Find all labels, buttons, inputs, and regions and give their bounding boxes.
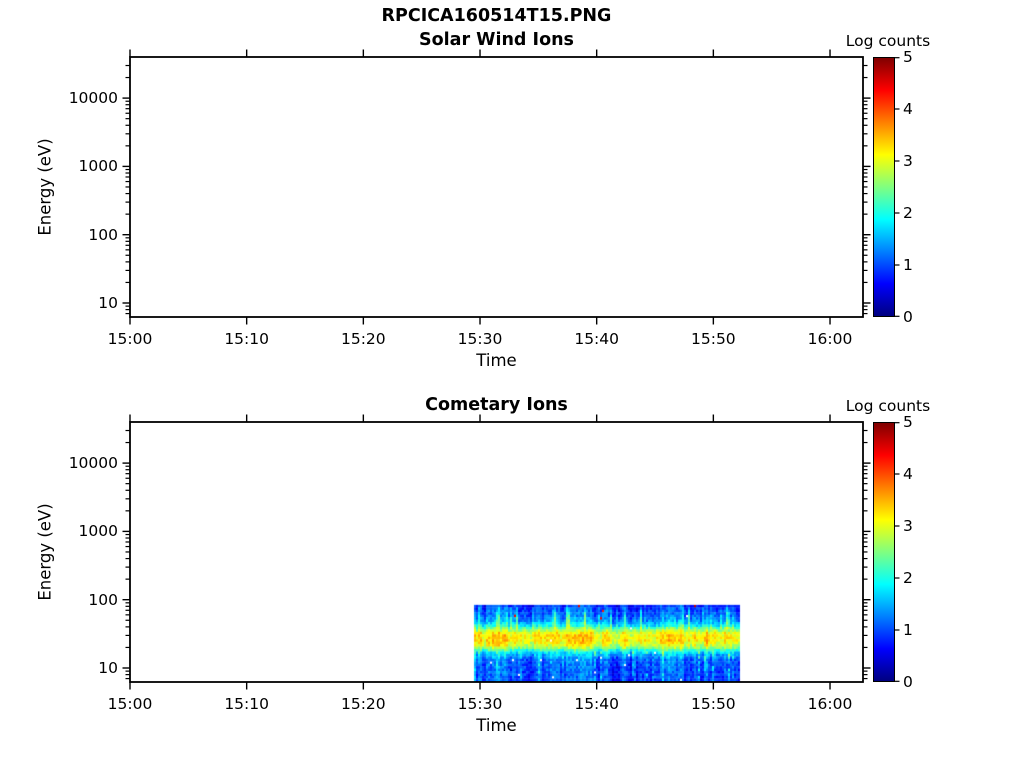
- x-tick-label: 15:30: [457, 695, 503, 713]
- colorbar-title: Log counts: [845, 32, 931, 50]
- y-tick-label: 100: [88, 225, 118, 244]
- colorbar-tick-label: 4: [903, 465, 913, 483]
- x-tick-label: 15:40: [574, 695, 619, 713]
- y-tick-label: 10: [98, 294, 118, 312]
- x-tick-label: 15:50: [691, 330, 736, 348]
- x-axis-label: Time: [476, 351, 517, 370]
- axis-ticks: [122, 414, 871, 690]
- colorbar-tick-label: 3: [903, 152, 913, 170]
- colorbar-ticks: [895, 57, 900, 317]
- x-tick-label: 15:30: [457, 330, 503, 348]
- y-axis-label: Energy (eV): [35, 503, 55, 601]
- x-tick-label: 15:00: [107, 695, 153, 713]
- y-tick-label: 1000: [78, 157, 118, 176]
- x-tick-label: 15:20: [340, 695, 386, 713]
- colorbar-tick-label: 0: [903, 308, 913, 326]
- x-tick-label: 15:10: [224, 695, 269, 713]
- y-tick-label: 10000: [68, 89, 118, 108]
- colorbar-tick-label: 5: [903, 48, 913, 66]
- y-tick-label: 1000: [78, 522, 118, 541]
- axis-ticks: [122, 49, 871, 325]
- figure-title: RPCICA160514T15.PNG: [381, 6, 612, 26]
- x-tick-label: 15:20: [340, 330, 386, 348]
- y-tick-label: 10: [98, 659, 118, 677]
- colorbar-title: Log counts: [845, 397, 931, 415]
- spectrogram-canvas: [130, 57, 863, 317]
- colorbar-tick-label: 2: [903, 204, 913, 222]
- colorbar-ticks: [895, 422, 900, 682]
- x-axis-label: Time: [476, 716, 517, 735]
- colorbar-gradient: [873, 422, 895, 682]
- colorbar-tick-label: 0: [903, 673, 913, 691]
- panel-title: Cometary Ions: [425, 395, 568, 415]
- panel-title: Solar Wind Ions: [419, 30, 574, 50]
- colorbar-tick-label: 1: [903, 256, 913, 274]
- x-tick-label: 15:00: [107, 330, 153, 348]
- y-tick-label: 10000: [68, 454, 118, 473]
- y-tick-label: 100: [88, 590, 118, 609]
- x-tick-label: 16:00: [807, 695, 853, 713]
- x-tick-label: 16:00: [807, 330, 853, 348]
- colorbar-tick-label: 2: [903, 569, 913, 587]
- x-tick-label: 15:50: [691, 695, 736, 713]
- spectrogram-canvas: [130, 422, 863, 682]
- colorbar-tick-label: 5: [903, 413, 913, 431]
- x-tick-label: 15:10: [224, 330, 269, 348]
- colorbar-gradient: [873, 57, 895, 317]
- x-tick-label: 15:40: [574, 330, 619, 348]
- colorbar-tick-label: 3: [903, 517, 913, 535]
- colorbar-tick-label: 1: [903, 621, 913, 639]
- colorbar-tick-label: 4: [903, 100, 913, 118]
